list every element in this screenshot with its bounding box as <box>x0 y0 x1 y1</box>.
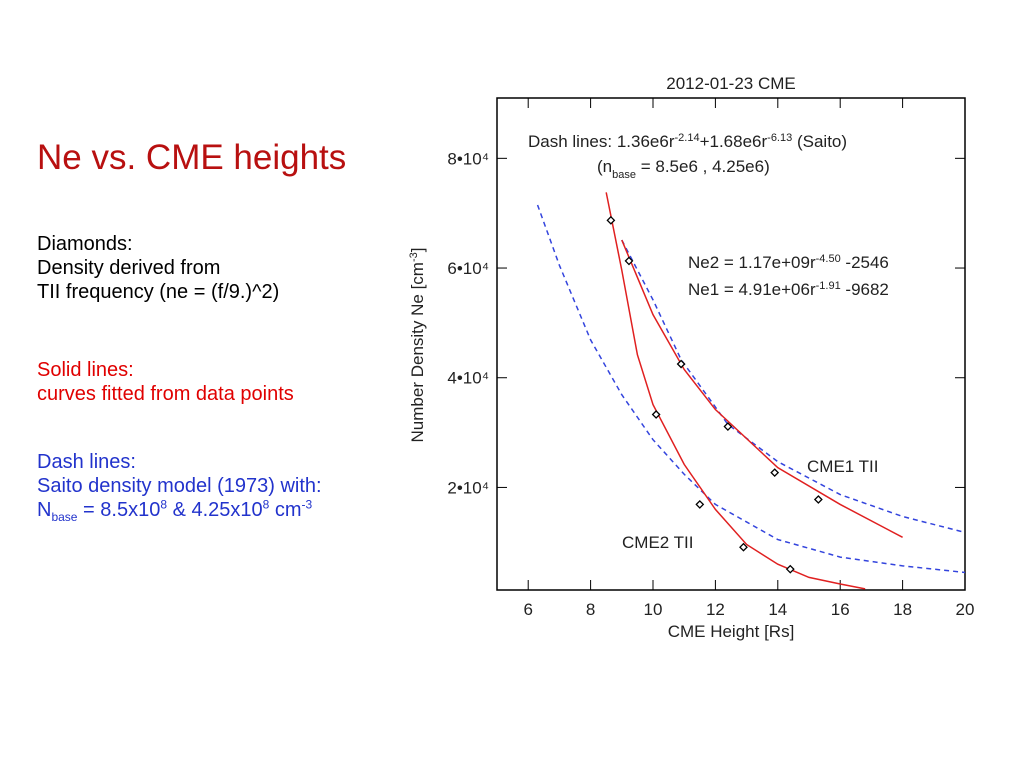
y-tick-label: 4•10⁴ <box>447 369 489 388</box>
text: cm <box>269 499 302 521</box>
text: -3 <box>408 252 420 262</box>
data-point <box>676 359 686 369</box>
text: & 4.25x10 <box>167 499 263 521</box>
text-line: Saito density model (1973) with: <box>37 475 322 497</box>
fit-line <box>621 239 903 539</box>
text-block: Solid lines: curves fitted from data poi… <box>37 358 294 406</box>
x-axis-label: CME Height [Rs] <box>668 622 795 641</box>
data-point <box>606 215 616 225</box>
text: 8 <box>160 497 168 512</box>
slide-title: Ne vs. CME heights <box>37 138 347 177</box>
text-line: Diamonds: <box>37 233 133 255</box>
text-line: TII frequency (ne = (f/9.)^2) <box>37 281 280 303</box>
model-line <box>536 204 966 574</box>
text: -9682 <box>841 280 889 299</box>
annotation: Dash lines: 1.36e6r-2.14+1.68e6r-6.13 (S… <box>528 132 847 151</box>
text-block: Diamonds: Density derived from TII frequ… <box>37 232 279 304</box>
x-tick-label: 6 <box>523 600 532 619</box>
series-label: CME2 TII <box>622 533 693 552</box>
text: (n <box>597 157 612 176</box>
text: base <box>51 510 78 524</box>
text: Number Density Ne [cm <box>408 262 427 442</box>
y-tick-label: 2•10⁴ <box>447 478 489 497</box>
x-tick-label: 16 <box>831 600 850 619</box>
data-point <box>813 495 823 504</box>
text: = 8.5x10 <box>77 499 161 521</box>
x-tick-label: 10 <box>644 600 663 619</box>
text-line: Dash lines: <box>37 451 136 473</box>
text: -2.14 <box>674 132 699 144</box>
data-point <box>695 500 705 509</box>
text-line: curves fitted from data points <box>37 383 294 405</box>
text: Dash lines: 1.36e6r <box>528 132 675 151</box>
data-point <box>739 542 748 552</box>
annotation: Ne1 = 4.91e+06r-1.91 -9682 <box>688 280 889 299</box>
x-tick-label: 18 <box>893 600 912 619</box>
text-line: Density derived from <box>37 257 221 279</box>
text: = 8.5e6 , 4.25e6) <box>636 157 770 176</box>
data-point <box>723 422 733 431</box>
text: Ne1 = 4.91e+06r <box>688 280 816 299</box>
series-label: CME1 TII <box>807 457 878 476</box>
text-line: Solid lines: <box>37 359 134 381</box>
y-tick-label: 6•10⁴ <box>447 259 489 278</box>
text: base <box>612 169 636 181</box>
x-tick-label: 12 <box>706 600 725 619</box>
data-point <box>785 564 795 574</box>
text: ] <box>408 248 427 253</box>
data-point <box>624 256 634 266</box>
text: N <box>37 499 52 521</box>
x-tick-label: 14 <box>768 600 787 619</box>
text: -6.13 <box>767 132 792 144</box>
text: -2546 <box>841 253 889 272</box>
text: 8 <box>262 497 270 512</box>
text: Ne2 = 1.17e+09r <box>688 253 816 272</box>
annotation: Ne2 = 1.17e+09r-4.50 -2546 <box>688 253 889 272</box>
data-point <box>770 468 780 478</box>
y-axis-label: Number Density Ne [cm-3] <box>408 248 427 443</box>
text: -1.91 <box>816 280 841 292</box>
annotation: (nbase = 8.5e6 , 4.25e6) <box>597 157 770 181</box>
chart-title: 2012-01-23 CME <box>666 74 795 93</box>
text: (Saito) <box>792 132 847 151</box>
x-tick-label: 20 <box>956 600 975 619</box>
y-tick-label: 8•10⁴ <box>447 149 489 168</box>
text-line: Nbase = 8.5x108 & 4.25x108 cm-3 <box>37 497 322 524</box>
x-tick-label: 8 <box>586 600 595 619</box>
model-line <box>621 239 966 534</box>
text: -4.50 <box>816 253 841 265</box>
data-point <box>651 410 661 419</box>
text: +1.68e6r <box>700 132 768 151</box>
text-block: Dash lines: Saito density model (1973) w… <box>37 450 322 524</box>
text: -3 <box>301 497 313 512</box>
plot-frame <box>496 97 966 591</box>
fit-line <box>605 192 866 590</box>
